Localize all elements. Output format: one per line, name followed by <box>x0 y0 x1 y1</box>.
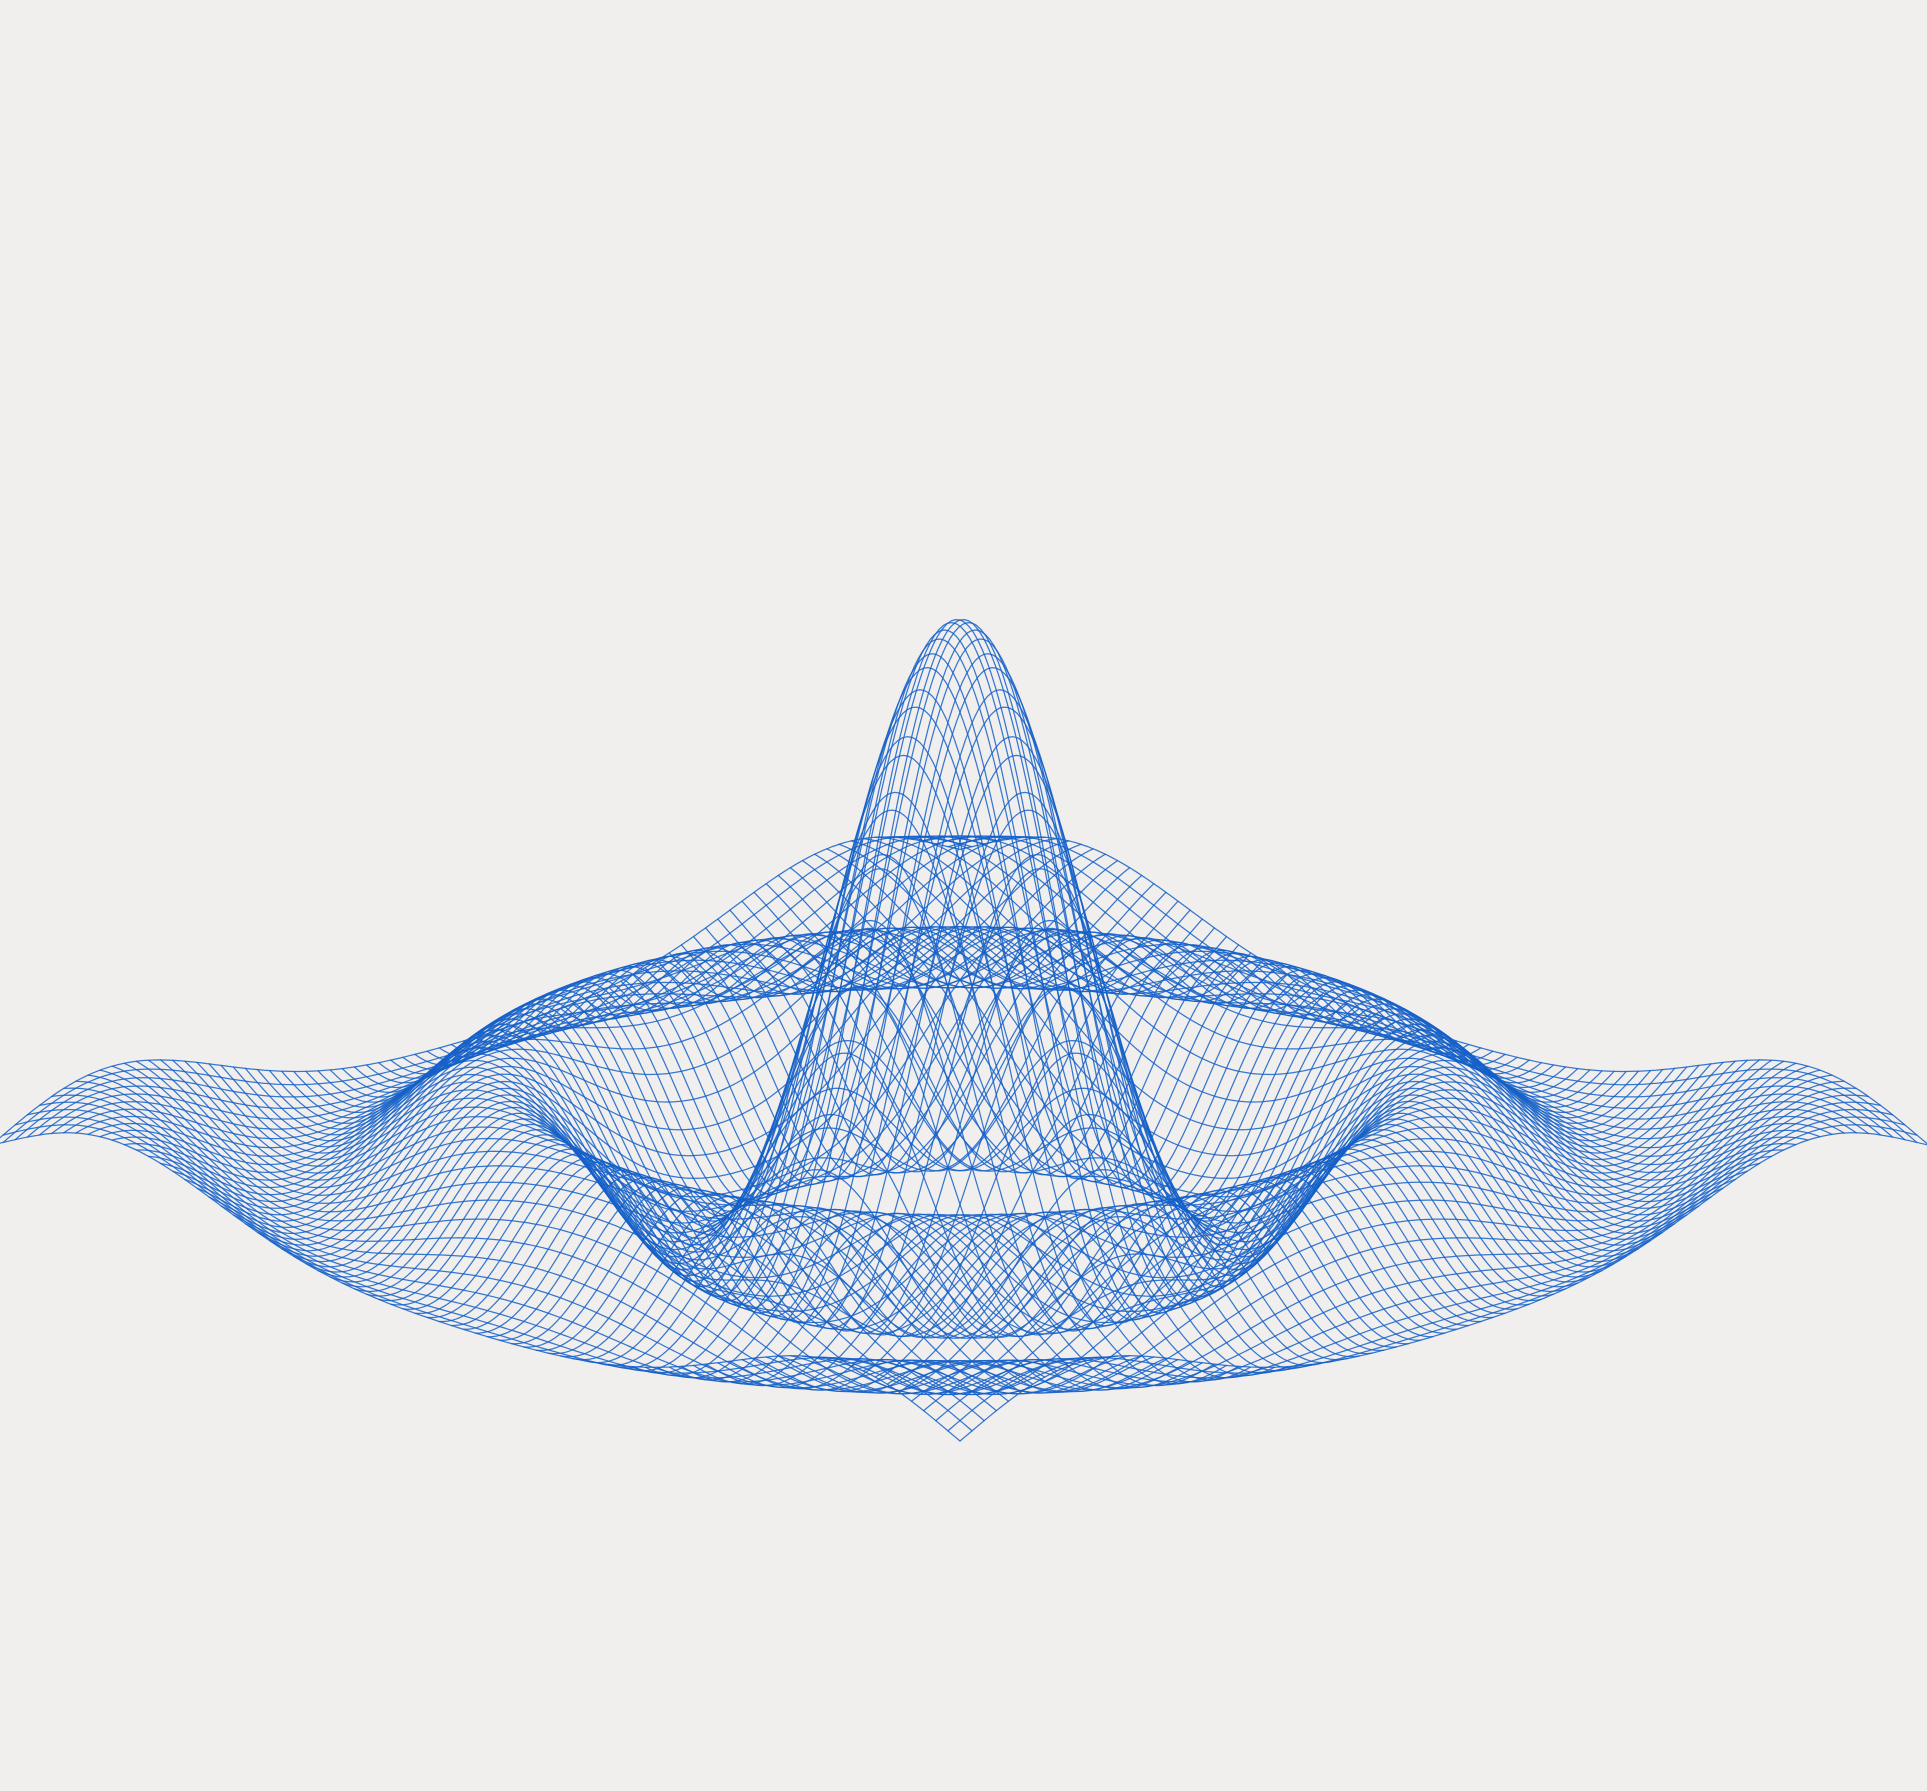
mesh-line <box>87 1074 1058 1394</box>
mesh-line <box>910 1101 1882 1402</box>
mesh-line <box>196 891 1167 1222</box>
mesh-line <box>172 874 1143 1209</box>
mesh-line <box>511 689 1482 1345</box>
mesh-line <box>281 1046 1252 1381</box>
mesh-line <box>220 1064 1191 1390</box>
mesh-line <box>717 1066 1688 1388</box>
mesh-line <box>2 835 973 1144</box>
mesh-line <box>2 1124 973 1432</box>
mesh-line <box>377 986 1349 1361</box>
mesh-line <box>414 791 1385 1352</box>
mesh-line <box>159 867 1131 1203</box>
mesh-line <box>256 1059 1228 1385</box>
mesh-line <box>63 1087 1034 1391</box>
mesh-line <box>959 1132 1927 1442</box>
mesh-line <box>232 1066 1203 1388</box>
mesh-line <box>353 1013 1325 1366</box>
mesh-line <box>14 1116 985 1422</box>
mesh-line <box>704 1066 1676 1387</box>
mesh-line <box>87 837 1058 1157</box>
mesh-line <box>426 736 1397 1348</box>
mesh-line <box>147 1059 1119 1395</box>
mesh-line <box>898 835 1870 1135</box>
mesh-line <box>50 1094 1022 1393</box>
mesh-line <box>801 1059 1773 1395</box>
mesh-line <box>523 736 1494 1348</box>
mesh-line <box>244 1066 1216 1387</box>
mesh-line <box>729 1064 1700 1390</box>
mesh-line <box>620 1023 1591 1372</box>
mesh-line <box>632 1029 1603 1374</box>
mesh-line <box>75 1080 1046 1393</box>
mesh-line <box>402 809 1373 1310</box>
mesh-line <box>50 835 1022 1135</box>
mesh-line <box>0 1132 961 1442</box>
mesh-line <box>898 1094 1870 1393</box>
mesh-line <box>753 1061 1724 1392</box>
mesh-line <box>656 1040 1627 1379</box>
mesh-line <box>923 1108 1894 1412</box>
mesh-line <box>99 1069 1070 1395</box>
mesh-line <box>789 1059 1761 1395</box>
mesh-line <box>644 1034 1615 1377</box>
mesh-line <box>38 1101 1010 1402</box>
mesh-line <box>559 919 1530 1358</box>
mesh-line <box>268 1053 1240 1383</box>
mesh-line <box>862 1074 1833 1394</box>
mesh-line <box>123 1062 1094 1396</box>
mesh-line <box>826 1062 1797 1396</box>
mesh-line <box>850 1069 1821 1395</box>
mesh-line <box>692 1059 1664 1385</box>
mesh-line <box>293 1040 1264 1379</box>
mesh-line <box>680 1053 1652 1383</box>
mesh-line <box>159 1059 1131 1395</box>
mesh-line <box>571 986 1543 1361</box>
mesh-line <box>365 1008 1337 1364</box>
mesh-line <box>765 1060 1736 1393</box>
mesh-line <box>583 1008 1555 1364</box>
mesh-line <box>789 867 1761 1203</box>
mesh-line <box>390 868 1361 1306</box>
mesh-line <box>26 1108 997 1412</box>
mesh-line <box>329 1023 1300 1372</box>
mesh-line <box>741 1063 1712 1391</box>
mesh-line <box>438 689 1409 1345</box>
mesh-line <box>390 919 1361 1358</box>
mesh-line <box>305 1034 1276 1377</box>
mesh-line <box>595 1013 1567 1366</box>
mesh-line <box>947 1124 1918 1432</box>
mesh-line <box>862 837 1833 1157</box>
wireframe-mesh <box>0 618 1927 1442</box>
mesh-line <box>184 1060 1155 1393</box>
mesh-line <box>886 1087 1857 1391</box>
mesh-line <box>777 874 1748 1209</box>
mesh-line <box>668 1046 1639 1381</box>
mesh-line <box>547 809 1518 1310</box>
mesh-line <box>874 1080 1845 1393</box>
mesh-line <box>208 1063 1179 1391</box>
mesh-line <box>535 791 1506 1352</box>
mesh-line <box>341 1018 1312 1369</box>
mesh-line <box>317 1029 1288 1374</box>
mesh-line <box>474 618 1446 1334</box>
mesh-line <box>813 1060 1785 1396</box>
mesh-line <box>559 868 1530 1306</box>
mesh-line <box>196 1061 1167 1392</box>
mesh-line <box>135 1060 1107 1396</box>
mesh-line <box>935 1116 1906 1422</box>
mesh-line <box>753 891 1724 1222</box>
mesh-line <box>947 835 1918 1144</box>
mesh-line <box>608 1018 1579 1369</box>
